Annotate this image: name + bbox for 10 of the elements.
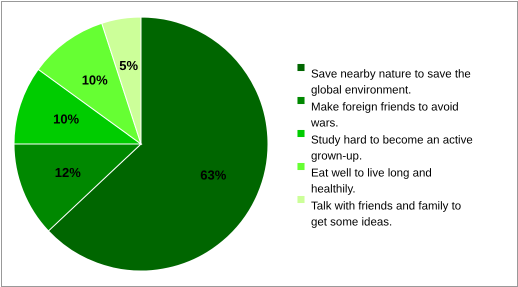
legend-label: Talk with friends and family to get some ideas. [311,200,462,228]
data-label: 10% [82,72,108,88]
data-label: 5% [119,58,139,74]
legend-label: Make foreign friends to avoid wars. [310,102,459,130]
data-label: 10% [53,112,80,127]
data-label: 12% [54,164,82,180]
legend-label: Save nearby nature to save the global environment. [311,68,471,96]
legend-label: Study hard to become an active grown-up. [311,134,473,162]
data-label: 63% [200,167,227,182]
legend-label: Eat well to live long and healthily. [311,168,432,196]
